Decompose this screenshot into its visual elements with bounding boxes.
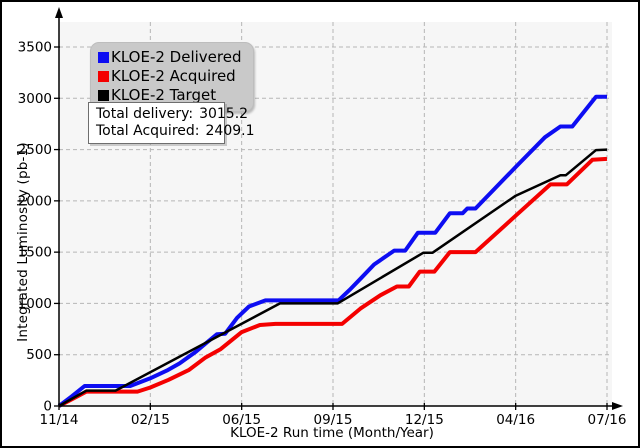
- total-delivery-label: Total delivery:: [96, 106, 194, 122]
- total-acquired-label: Total Acquired:: [96, 122, 200, 139]
- x-tick-label: 09/15: [314, 412, 353, 428]
- y-tick-label: 0: [43, 399, 52, 415]
- totals-box: Total delivery: 3015.2 Total Acquired: 2…: [88, 102, 255, 144]
- y-tick-label: 1500: [18, 245, 52, 261]
- target-swatch-icon: [98, 90, 109, 101]
- delivered-swatch-icon: [98, 52, 109, 63]
- total-delivery-value: 3015.2: [199, 106, 249, 122]
- acquired-swatch-icon: [98, 71, 109, 82]
- legend-item-delivered: KLOE-2 Delivered: [98, 48, 241, 67]
- x-tick-label: 12/15: [405, 412, 444, 428]
- legend-label: KLOE-2 Acquired: [111, 67, 236, 85]
- legend-label: KLOE-2 Delivered: [111, 48, 242, 66]
- total-acquired-row: Total Acquired: 2409.1: [96, 122, 255, 140]
- x-tick-label: 06/15: [222, 412, 261, 428]
- series-line-kloe-2-target: [58, 148, 608, 408]
- series-line-kloe-2-acquired: [58, 156, 608, 408]
- y-tick-label: 500: [26, 347, 52, 363]
- legend-item-target: KLOE-2 Target: [98, 86, 241, 105]
- x-tick-label: 04/16: [496, 412, 535, 428]
- series-line-kloe-2-delivered: [57, 94, 607, 408]
- total-delivery-row: Total delivery: 3015.2: [96, 106, 248, 123]
- y-tick-label: 2000: [18, 193, 52, 209]
- y-tick-label: 1000: [18, 296, 52, 312]
- x-tick-label: 11/14: [40, 412, 79, 428]
- y-tick-label: 2500: [18, 142, 52, 158]
- x-axis-arrow-icon: [612, 402, 623, 410]
- y-axis-arrow-icon: [55, 7, 63, 18]
- x-tick-label: 02/15: [131, 412, 170, 428]
- y-tick-label: 3500: [18, 40, 52, 56]
- x-axis-title: KLOE-2 Run time (Month/Year): [230, 425, 434, 441]
- x-tick-label: 07/16: [588, 412, 627, 428]
- y-tick-label: 3000: [18, 91, 52, 107]
- y-axis-title: Integrated Luminosity (pb-1): [15, 142, 31, 342]
- legend-item-acquired: KLOE-2 Acquired: [98, 67, 241, 86]
- total-acquired-value: 2409.1: [205, 122, 255, 139]
- legend-label: KLOE-2 Target: [111, 86, 217, 104]
- legend: KLOE-2 Delivered KLOE-2 Acquired KLOE-2 …: [90, 42, 255, 112]
